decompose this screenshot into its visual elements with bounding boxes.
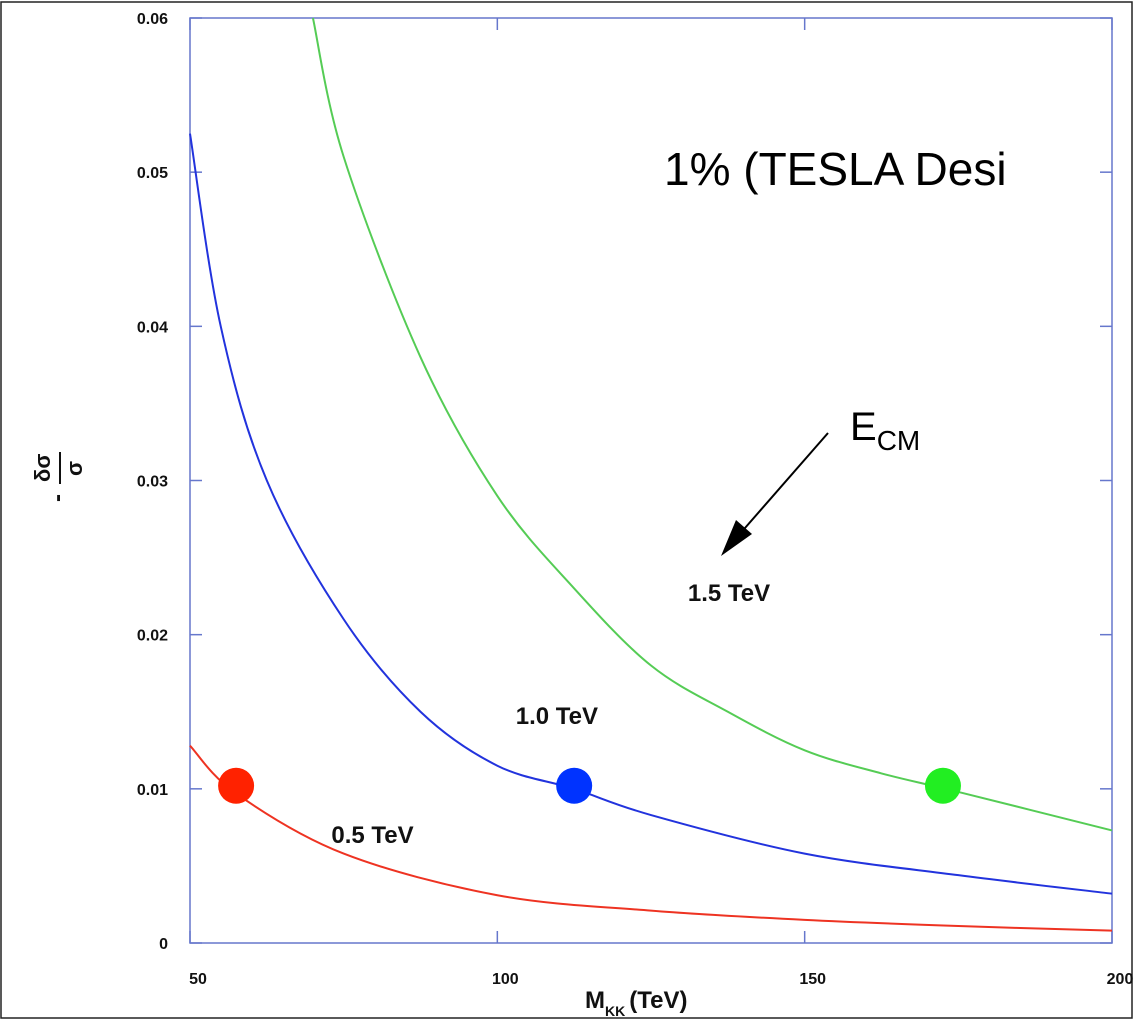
ecm-label: ECM [850, 405, 920, 456]
series-line-0 [189, 744, 1113, 932]
y-label-numerator: δσ [30, 454, 55, 482]
y-tick-label: 0.04 [137, 319, 168, 336]
y-tick-group: 0 0.01 0.02 0.03 0.04 0.05 0.06 [137, 11, 1112, 953]
x-axis-label: MKK (TeV) [585, 987, 687, 1019]
y-tick-label: 0.01 [137, 782, 168, 799]
headline-annotation: 1% (TESLA Desi [664, 143, 1007, 195]
series-line-2 [311, 17, 1113, 832]
y-tick-label: 0.06 [137, 11, 168, 28]
x-label-main: M [585, 987, 605, 1014]
curve-label: 1.5 TeV [688, 580, 770, 607]
y-tick-label: 0.02 [137, 628, 168, 645]
series-group [189, 17, 1113, 932]
curve-label: 0.5 TeV [331, 822, 413, 849]
y-label-denominator: σ [62, 461, 87, 476]
highlight-marker-2 [924, 767, 961, 804]
curve-label-group: 0.5 TeV 1.0 TeV 1.5 TeV [331, 580, 770, 849]
x-tick-label: 50 [189, 971, 207, 988]
x-label-unit: (TeV) [629, 987, 687, 1014]
ecm-main: E [850, 405, 877, 449]
ecm-sub: CM [877, 425, 921, 456]
y-tick-label: 0 [159, 936, 168, 953]
x-label-sub: KK [605, 1003, 625, 1019]
x-tick-label: 100 [492, 971, 519, 988]
y-tick-label: 0.05 [137, 165, 168, 182]
highlight-marker-1 [556, 767, 593, 804]
highlight-marker-0 [218, 767, 255, 804]
series-line-1 [189, 133, 1113, 895]
y-tick-label: 0.03 [137, 474, 168, 491]
ecm-arrow-line [737, 432, 829, 537]
x-tick-group: 50 100 150 200 [189, 18, 1133, 988]
marker-group [218, 767, 961, 804]
y-label-dash: - [44, 494, 71, 502]
curve-label: 1.0 TeV [516, 703, 598, 730]
y-axis-label: - δσ σ [30, 452, 87, 502]
x-tick-label: 150 [799, 971, 826, 988]
x-tick-label: 200 [1107, 971, 1134, 988]
ecm-arrow-head [721, 520, 752, 556]
